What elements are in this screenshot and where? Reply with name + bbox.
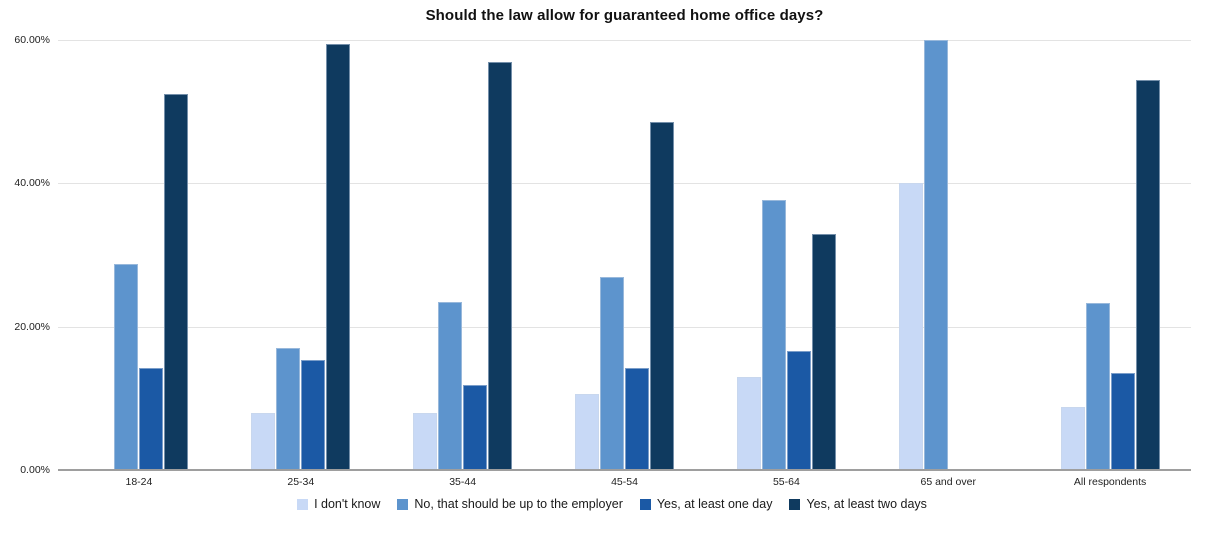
legend-label: No, that should be up to the employer (414, 497, 623, 511)
y-axis-tick-label: 20.00% (14, 320, 50, 333)
bar-i-don-t-know (1060, 406, 1085, 470)
legend-item-i-don-t-know: I don't know (297, 497, 380, 511)
gridline-20 (58, 326, 1191, 328)
x-axis-category-label: 65 and over (920, 476, 976, 488)
legend-item-no-that-should-be-up-to-the-employer: No, that should be up to the employer (397, 497, 623, 511)
legend-swatch-icon (297, 498, 309, 510)
bar-yes-at-least-one-day (463, 384, 488, 470)
gridline-60 (58, 40, 1191, 41)
x-axis-category-label: 55-64 (772, 476, 800, 488)
bar-group-65-and-over: 65 and over (867, 40, 1029, 488)
legend-swatch-icon (789, 498, 801, 510)
bar-no-that-should-be-up-to-the-employer (114, 264, 139, 470)
bar-group-35-44: 35-44 (382, 40, 544, 488)
bar-i-don-t-know (898, 183, 923, 470)
x-axis-category-label: 25-34 (287, 476, 315, 488)
bar-yes-at-least-one-day (786, 351, 811, 470)
bar-yes-at-least-two-days (164, 94, 189, 470)
bar-yes-at-least-two-days (811, 234, 836, 470)
bar-yes-at-least-two-days (650, 122, 674, 470)
bar-group-18-24: 18-24 (58, 40, 220, 488)
chart-title: Should the law allow for guaranteed home… (425, 7, 824, 24)
x-axis-category-label: All respondents (1073, 476, 1147, 488)
legend-label: Yes, at least two days (806, 497, 927, 511)
x-axis-line (58, 469, 1191, 471)
bar-yes-at-least-two-days (1135, 80, 1160, 470)
x-axis-category-label: 35-44 (449, 476, 477, 488)
bar-i-don-t-know (413, 412, 438, 470)
bar-no-that-should-be-up-to-the-employer (438, 302, 463, 470)
bar-yes-at-least-two-days (326, 43, 351, 470)
bar-group-all-respondents: All respondents (1029, 40, 1191, 488)
x-axis-category-label: 45-54 (611, 476, 638, 488)
bar-no-that-should-be-up-to-the-employer (1085, 303, 1110, 470)
bar-no-that-should-be-up-to-the-employer (761, 199, 786, 470)
legend-label: I don't know (314, 497, 381, 511)
y-axis-tick-label: 0.00% (20, 464, 50, 476)
bar-yes-at-least-one-day (1110, 372, 1135, 470)
bar-no-that-should-be-up-to-the-employer (600, 276, 624, 470)
x-axis-category-label: 18-24 (125, 476, 153, 488)
bar-yes-at-least-two-days (488, 62, 513, 470)
bar-yes-at-least-one-day (301, 360, 326, 470)
y-axis-tick-label: 40.00% (14, 177, 50, 190)
legend-label: Yes, at least one day (656, 497, 773, 511)
bar-no-that-should-be-up-to-the-employer (276, 348, 301, 470)
legend: I don't know No, that should be up to the… (0, 497, 1224, 511)
legend-swatch-icon (397, 498, 409, 510)
bar-i-don-t-know (736, 376, 761, 470)
gridline-40 (58, 183, 1191, 185)
y-axis-tick-label: 60.00% (14, 34, 50, 46)
bar-i-don-t-know (251, 413, 276, 470)
bar-group-55-64: 55-64 (705, 40, 867, 488)
legend-item-yes-at-least-two-days: Yes, at least two days (789, 497, 927, 511)
bar-i-don-t-know (575, 394, 599, 470)
bar-group-25-34: 25-34 (220, 40, 382, 488)
plot-area: 18-24 25-34 35-44 45-54 55-64 65 and over All … (14, 34, 1191, 488)
bar-group-45-54: 45-54 (544, 40, 706, 488)
bar-yes-at-least-one-day (139, 367, 164, 470)
bar-groups: 18-24 25-34 35-44 45-54 55-64 65 and over All … (58, 40, 1191, 488)
bar-yes-at-least-one-day (625, 368, 649, 470)
legend-item-yes-at-least-one-day: Yes, at least one day (639, 497, 773, 511)
legend-swatch-icon (639, 498, 651, 510)
bar-no-that-should-be-up-to-the-employer (923, 40, 948, 470)
